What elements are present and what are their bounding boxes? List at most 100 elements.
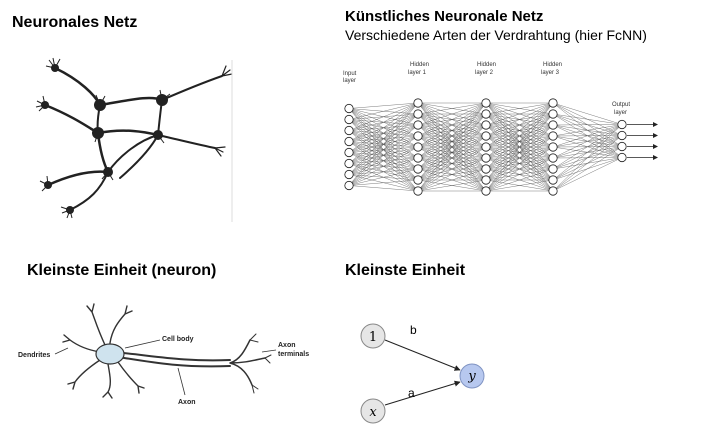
axon-terminals-label-line1: Axon [278, 342, 296, 349]
fcnn-node [413, 153, 423, 163]
fcnn-node [344, 169, 354, 180]
fcnn-node [413, 164, 423, 174]
fcnn-edge [348, 102, 419, 109]
fcnn-edge [348, 113, 419, 186]
output-arrow-head [653, 155, 658, 160]
fcnn-edge [417, 102, 487, 181]
fcnn-node [344, 125, 354, 136]
fcnn-edge [348, 124, 419, 186]
fcnn-node [548, 109, 558, 119]
fcnn-node [481, 131, 491, 141]
fcnn-edge [417, 157, 487, 192]
fcnn-edge [552, 146, 623, 192]
fcnn-edge [417, 168, 487, 192]
axon-label: Axon [178, 399, 196, 406]
fcnn-edge [417, 102, 487, 115]
neuron-title: Kleinste Einheit (neuron) [27, 262, 217, 279]
output-arrow-head [653, 144, 658, 149]
fcnn-node [548, 131, 558, 141]
fcnn-edge [552, 135, 623, 192]
fcnn-edge [485, 102, 554, 148]
fcnn-node [481, 98, 491, 108]
fcnn-edge [552, 157, 623, 192]
fcnn-node [617, 119, 627, 130]
input-x-label: x [369, 405, 377, 420]
axon-terminals-label-line2: terminals [278, 351, 309, 358]
fcnn-node [548, 164, 558, 174]
fcnn-node [481, 153, 491, 163]
edge-a [384, 380, 461, 406]
fcnn-edge [348, 102, 419, 186]
fcnn-node [344, 103, 354, 114]
fcnn-node [344, 114, 354, 125]
fcnn-edge [417, 102, 487, 137]
output-arrow-head [653, 122, 658, 127]
fcnn-node [413, 98, 423, 108]
fcnn-edge [485, 124, 554, 192]
output-layer-label-line2: layer [614, 110, 627, 116]
fcnn-edge [552, 124, 623, 137]
input-node-one [360, 323, 386, 349]
hidden-layer-2-label-line1: Hidden [477, 62, 496, 68]
fcnn-node [617, 141, 627, 152]
fcnn-node [413, 131, 423, 141]
fcnn-node [548, 120, 558, 130]
neural-net-title: Neuronales Netz [12, 14, 138, 31]
fcnn-node [481, 164, 491, 174]
weight-b-label: b [410, 323, 417, 337]
fcnn-node [413, 120, 423, 130]
fcnn-node [548, 186, 558, 196]
fcnn-edge [417, 179, 487, 192]
unit-title: Kleinste Einheit [345, 262, 466, 279]
fcnn-edge [417, 146, 487, 192]
hidden-layer-1-label-line2: layer 1 [408, 70, 427, 76]
fcnn-node [617, 152, 627, 163]
edge-b [384, 339, 461, 371]
fcnn-edge [417, 124, 487, 192]
fcnn-node [548, 98, 558, 108]
fcnn-edge [485, 179, 554, 192]
output-node-y [459, 363, 485, 389]
fcnn-edge [348, 102, 419, 164]
fcnn-edge [485, 102, 554, 115]
output-layer-label-line1: Output [612, 102, 630, 108]
fcnn-node [481, 175, 491, 185]
fcnn-edge [348, 102, 419, 120]
input-layer-label-line2: layer [343, 78, 356, 84]
fcnn-node [344, 180, 354, 191]
input-layer-label-line1: Input [343, 71, 357, 77]
fcnn-node [548, 153, 558, 163]
fcnn-node [481, 109, 491, 119]
fcnn-node [413, 142, 423, 152]
fcnn-node [481, 186, 491, 196]
fcnn-edge [552, 113, 623, 125]
fcnn-edge [552, 102, 623, 125]
fcnn-edge [485, 168, 554, 192]
fcnn-edge [348, 168, 419, 186]
fcnn-edge [485, 113, 554, 192]
fcnn-edge [485, 102, 554, 181]
fcnn-edge [485, 102, 554, 159]
fcnn-edge [485, 157, 554, 192]
fcnn-edge [552, 124, 623, 159]
fcnn-edge [348, 185, 419, 192]
fcnn-edge [485, 102, 554, 192]
fcnn-edge [417, 102, 487, 126]
fcnn-edge [348, 102, 419, 131]
fcnn-edge [485, 135, 554, 192]
dendrites-label: Dendrites [18, 352, 50, 359]
hidden-layer-1-label-line1: Hidden [410, 62, 429, 68]
fcnn-edge [348, 157, 419, 186]
fcnn-edge [552, 124, 623, 126]
cell-body-label: Cell body [162, 336, 194, 343]
fcnn-edge [348, 102, 419, 153]
ann-title: Künstliches Neuronale Netz [345, 8, 544, 25]
fcnn-edge [552, 124, 623, 192]
fcnn-edge [552, 124, 623, 170]
fcnn-node [548, 142, 558, 152]
fcnn-node [481, 120, 491, 130]
output-y-label: y [467, 369, 476, 384]
